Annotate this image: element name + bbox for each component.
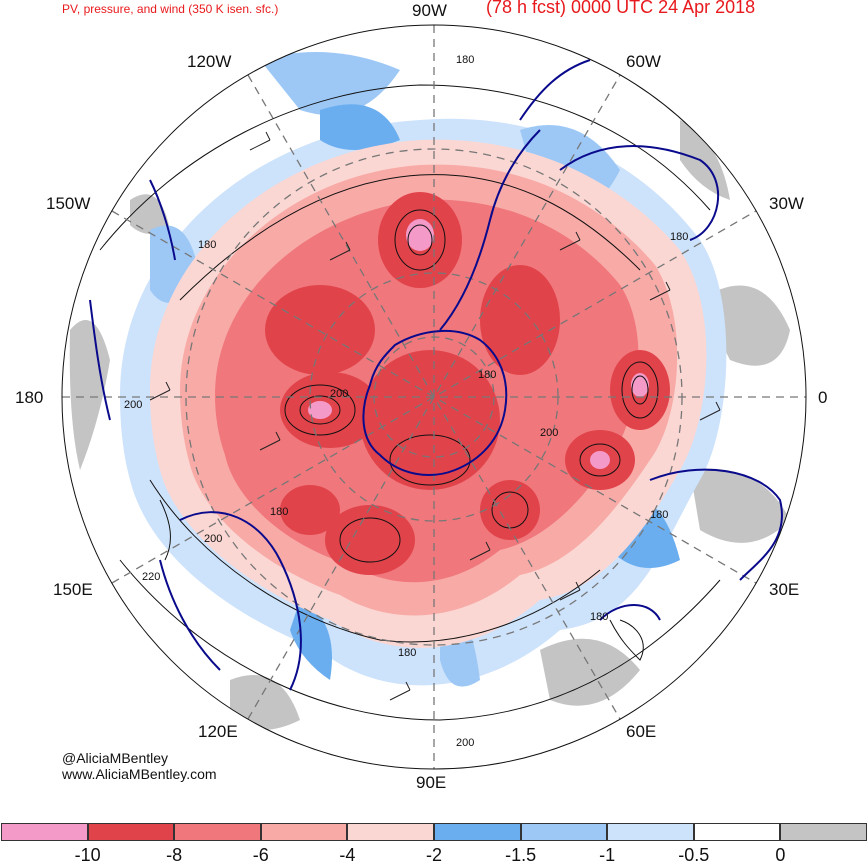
- contour-label: 180: [478, 369, 496, 381]
- lon-label-150e: 150E: [53, 580, 93, 599]
- lon-label-90e: 90E: [416, 773, 447, 792]
- colorbar-swatch: [87, 823, 175, 841]
- lon-label-60w: 60W: [626, 52, 661, 71]
- lon-label-90w: 90W: [412, 1, 447, 20]
- contour-label: 200: [540, 427, 558, 439]
- colorbar-swatch: [780, 823, 867, 841]
- colorbar-swatch: [693, 823, 781, 841]
- contour-label: 180: [670, 231, 688, 243]
- lon-label-180: 180: [15, 388, 44, 407]
- lon-label-60e: 60E: [626, 722, 657, 741]
- colorbar-swatch: [174, 823, 261, 841]
- contour-label-group: 180 180 180 180 200 180 200 180 200 220 …: [124, 54, 688, 749]
- credit-website: www.AliciaMBentley.com: [62, 766, 217, 782]
- colorbar-tick-label: -4: [339, 845, 356, 865]
- colorbar-swatch: [260, 823, 348, 841]
- contour-label: 200: [330, 388, 348, 400]
- contour-label: 180: [456, 54, 474, 66]
- contour-label: 180: [590, 611, 608, 623]
- colorbar-tick-label: -8: [166, 845, 183, 865]
- colorbar-tick-label: -1.5: [505, 845, 537, 865]
- lon-label-0: 0: [818, 388, 828, 407]
- lon-label-120e: 120E: [198, 722, 238, 741]
- colorbar-swatch: [607, 823, 694, 841]
- colorbar-tick-label: -1: [599, 845, 616, 865]
- colorbar-swatch: [434, 823, 521, 841]
- contour-label: 180: [398, 647, 416, 659]
- map-fields: 180 180 180 180 200 180 200 180 200 220 …: [62, 25, 806, 769]
- lon-label-30e: 30E: [769, 580, 800, 599]
- wind-barbs: [149, 131, 721, 701]
- contour-label: 200: [204, 533, 222, 545]
- colorbar-tick-label: -2: [425, 845, 443, 865]
- map-title: (78 h fcst) 0000 UTC 24 Apr 2018: [486, 0, 756, 17]
- contour-label: 180: [198, 239, 216, 251]
- colorbar-swatch: [520, 823, 608, 841]
- contour-label: 220: [142, 571, 160, 583]
- colorbar-swatch: [1, 823, 88, 841]
- colorbar-swatch: [347, 823, 434, 841]
- graticule: [62, 25, 806, 769]
- colorbar-tick-label: -10: [74, 845, 101, 865]
- polar-map: 180 180 180 180 200 180 200 180 200 220 …: [61, 24, 807, 770]
- lon-label-120w: 120W: [187, 52, 232, 71]
- pressure-contours: [99, 84, 721, 721]
- positive-pv-patches: [69, 120, 790, 730]
- lon-label-30w: 30W: [769, 194, 804, 213]
- contour-label: 200: [456, 737, 474, 749]
- map-subtitle: PV, pressure, and wind (350 K isen. sfc.…: [62, 2, 279, 16]
- credit-handle: @AliciaMBentley: [62, 750, 169, 766]
- coastlines: [89, 59, 783, 691]
- lon-label-150w: 150W: [46, 194, 91, 213]
- globe-outline: [61, 24, 807, 770]
- contour-label: 180: [650, 509, 668, 521]
- colorbar-tick-label: 0: [775, 845, 786, 865]
- contour-label: 200: [124, 399, 142, 411]
- contour-label: 180: [270, 506, 288, 518]
- colorbar-tick-label: -6: [252, 845, 269, 865]
- colorbar-tick-label: -0.5: [678, 845, 710, 865]
